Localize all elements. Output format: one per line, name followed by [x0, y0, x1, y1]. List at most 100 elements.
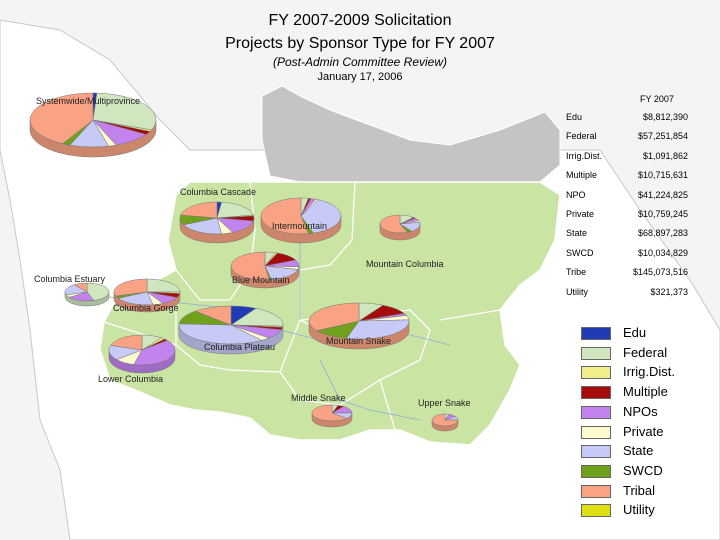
province-label: Columbia Cascade [180, 187, 256, 197]
legend-label: Tribal [623, 482, 656, 498]
table-row-value: $57,251,854 [637, 131, 688, 142]
pie-slice-tribal [230, 251, 270, 281]
pie-slice-tribal [73, 282, 88, 293]
table-row: NPO $41,224,825 [566, 190, 688, 204]
province-pie [113, 278, 181, 313]
table-row-label: Tribe [566, 267, 587, 278]
legend-label: NPOs [623, 403, 658, 419]
legend-swatch [581, 504, 611, 518]
legend-item: Utility [581, 502, 711, 522]
pie-slice-npos [133, 340, 176, 366]
legend-item: Irrig.Dist. [581, 364, 711, 384]
table-row-value: $68,897,283 [637, 228, 688, 239]
report-date: January 17, 2006 [317, 71, 403, 83]
legend-item: Tribal [581, 483, 711, 503]
table-row-label: Irrig.Dist. [566, 150, 602, 161]
review-note: (Post-Admin Committee Review) [272, 55, 448, 69]
page-subtitle: Projects by Sponsor Type for FY 2007 [225, 35, 495, 52]
province-label: Middle Snake [291, 393, 346, 403]
province-label: Mountain Snake [326, 336, 391, 346]
province-pie [179, 201, 255, 244]
pie-slice-state [300, 199, 342, 234]
province-pie [431, 413, 459, 432]
legend-swatch [581, 327, 611, 340]
table-row: State $68,897,283 [566, 228, 688, 242]
legend-swatch [581, 366, 611, 380]
province-pie [178, 305, 284, 355]
province-pies: Systemwide/Multiprovince Columbia Cascade… [29, 92, 471, 432]
legend-swatch [581, 405, 611, 419]
table-row: Multiple $10,715,631 [566, 170, 688, 184]
table-row-label: Private [566, 209, 595, 219]
province-pie [108, 334, 176, 374]
legend-item: Private [581, 424, 711, 444]
legend-swatch [581, 484, 611, 498]
legend-label: Multiple [623, 384, 668, 400]
legend-swatch [581, 346, 611, 360]
legend-swatch [581, 425, 611, 439]
pie-slice-federal [146, 278, 181, 293]
province-label: Systemwide/Multiprovince [36, 96, 140, 106]
table-row: Tribe $145,073,516 [566, 267, 688, 281]
pie-slice-tribal [180, 201, 218, 219]
legend-label: Federal [623, 344, 668, 360]
pie-slice-tribal [29, 92, 94, 144]
table-header: FY 2007 [640, 94, 674, 104]
table-row-value: $321,373 [650, 286, 688, 297]
pie-slice-tribal [194, 305, 232, 326]
table-row-value: $10,715,631 [637, 170, 688, 181]
table-row-value: $10,759,245 [637, 209, 688, 219]
province-label: Columbia Plateau [204, 342, 275, 352]
province-label: Blue Mountain [232, 275, 290, 285]
province-label: Lower Columbia [98, 374, 163, 384]
table-row-value: $41,224,825 [637, 189, 688, 200]
province-label: Columbia Estuary [34, 274, 106, 284]
province-pie [379, 214, 421, 241]
pie-slice-tribal [308, 302, 360, 331]
province-pie [64, 282, 110, 307]
pie-slice-state [346, 319, 410, 340]
province-pie [29, 92, 157, 158]
page-title: FY 2007-2009 Solicitation [268, 12, 452, 29]
province-pie [308, 302, 410, 350]
province-pie [311, 404, 353, 428]
table-row: SWCD $10,034,829 [566, 248, 688, 262]
legend-item: SWCD [581, 463, 711, 483]
table-row-label: SWCD [566, 247, 594, 258]
province-label: Intermountain [272, 221, 327, 231]
table-row-value: $1,091,862 [642, 150, 688, 161]
legend-item: Edu [581, 325, 711, 345]
pie-slice-tribal [311, 404, 348, 422]
legend-item: Multiple [581, 384, 711, 404]
table-row: Utility $321,373 [566, 287, 688, 301]
pie-slice-tribal [260, 197, 309, 235]
legend-label: Edu [623, 325, 647, 340]
pie-slice-tribal [379, 214, 408, 234]
table-row: Edu $8,812,390 [566, 112, 688, 126]
legend-item: NPOs [581, 404, 711, 424]
pie-slice-federal [230, 308, 284, 327]
table-row-label: NPO [566, 189, 586, 200]
table-row-label: Federal [566, 131, 597, 142]
table-row-label: State [566, 228, 588, 239]
table-row-value: $8,812,390 [642, 112, 688, 122]
province-pie [260, 197, 342, 244]
province-pie [230, 251, 300, 289]
table-row-value: $145,073,516 [632, 267, 688, 278]
legend-label: Utility [623, 502, 655, 518]
pie-slice-tribal [431, 413, 459, 427]
legend-label: Private [623, 423, 664, 439]
legend-label: Irrig.Dist. [623, 364, 675, 380]
legend-swatch [581, 445, 611, 459]
pie-slice-state [178, 323, 263, 345]
pie-slice-tribal [110, 334, 143, 351]
legend-item: State [581, 443, 711, 463]
table-row-value: $10,034,829 [637, 247, 688, 258]
legend-item: Federal [581, 345, 711, 365]
pie-slice-federal [92, 92, 157, 131]
pie-slice-state [182, 217, 222, 235]
legend-label: SWCD [623, 462, 663, 478]
legend-swatch [581, 464, 611, 478]
table-row: Federal $57,251,854 [566, 131, 688, 145]
